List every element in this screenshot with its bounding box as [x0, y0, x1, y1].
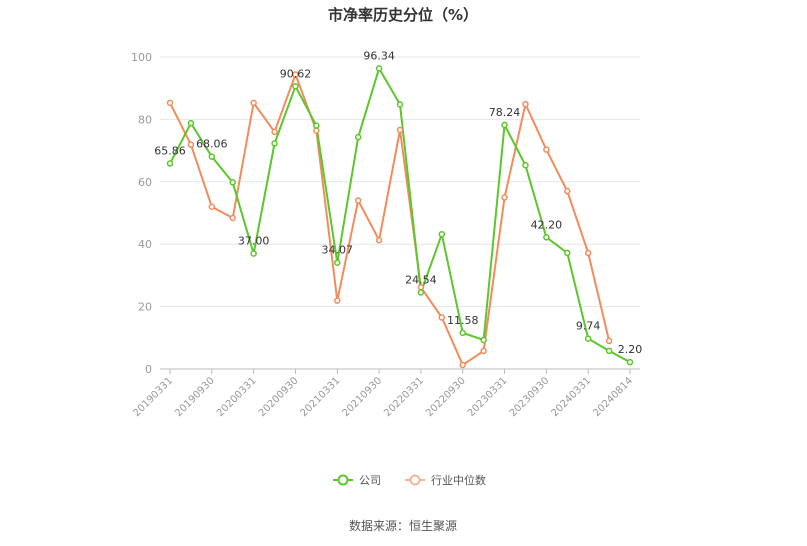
x-tick-label: 20240331 — [550, 375, 594, 419]
data-point — [543, 234, 550, 241]
y-tick-label: 0 — [145, 363, 152, 376]
data-point — [292, 71, 299, 78]
data-point — [271, 128, 278, 136]
data-label: 9.74 — [576, 320, 601, 333]
data-point — [501, 194, 508, 201]
legend-label: 行业中位数 — [431, 473, 486, 487]
data-point — [564, 249, 571, 257]
data-label: 42.20 — [531, 218, 563, 231]
data-point — [584, 249, 592, 257]
legend-item-公司[interactable]: 公司 — [333, 474, 381, 487]
y-tick-label: 80 — [138, 113, 152, 126]
x-tick-label: 20190930 — [173, 375, 217, 419]
x-tick-label: 20220930 — [424, 375, 468, 419]
data-point — [584, 335, 592, 342]
data-point — [334, 297, 341, 304]
legend-label: 公司 — [359, 474, 381, 487]
data-label: 37.00 — [238, 235, 270, 248]
data-point — [250, 99, 257, 107]
data-point — [626, 358, 634, 366]
data-point — [229, 179, 236, 186]
data-point — [313, 122, 320, 129]
x-axis: 2019033120190930202003312020093020210331… — [131, 369, 635, 419]
data-point — [208, 203, 216, 211]
data-point — [417, 289, 425, 296]
data-label: 11.58 — [447, 314, 479, 327]
data-label: 78.24 — [489, 106, 521, 119]
legend-item-行业中位数[interactable]: 行业中位数 — [405, 473, 486, 487]
series-points — [166, 65, 634, 369]
data-point — [354, 133, 362, 141]
data-label: 96.34 — [363, 49, 395, 62]
data-point — [166, 99, 174, 107]
data-point — [229, 214, 236, 222]
x-tick-label: 20200930 — [257, 375, 301, 419]
data-point — [459, 361, 466, 369]
x-tick-label: 20220331 — [382, 375, 426, 419]
chart-title: 市净率历史分位（%） — [328, 6, 478, 24]
x-tick-label: 20210930 — [340, 375, 384, 419]
series-line-行业中位数 — [169, 71, 611, 367]
data-point — [187, 141, 195, 148]
data-point — [543, 146, 550, 153]
x-tick-label: 20230331 — [466, 375, 510, 419]
y-tick-label: 100 — [131, 51, 152, 64]
data-point — [564, 187, 571, 195]
y-tick-label: 20 — [138, 301, 152, 314]
data-label: 68.06 — [196, 138, 228, 151]
data-label: 24.54 — [405, 273, 437, 286]
x-tick-label: 20190331 — [131, 375, 175, 419]
data-labels: 65.86 68.06 37.00 90.62 34.07 96.34 24.54 11.58… — [154, 49, 642, 356]
data-point — [605, 337, 613, 345]
data-point — [480, 347, 487, 355]
data-point — [522, 100, 529, 108]
data-point — [334, 259, 341, 266]
data-point — [375, 65, 383, 72]
data-point — [187, 119, 195, 127]
x-tick-label: 20210331 — [299, 375, 343, 419]
data-label: 65.86 — [154, 145, 186, 158]
legend[interactable]: 公司 行业中位数 — [333, 473, 486, 487]
legend-marker — [409, 474, 421, 486]
x-tick-label: 20230930 — [508, 375, 552, 419]
series-line-公司 — [169, 65, 631, 364]
data-point — [459, 329, 466, 337]
data-label: 90.62 — [280, 67, 312, 80]
data-point — [438, 314, 446, 321]
data-point — [396, 101, 404, 108]
data-label: 34.07 — [322, 244, 354, 257]
y-axis: 0 20 40 60 80 100 — [131, 51, 152, 376]
data-label: 2.20 — [618, 343, 643, 356]
data-point — [292, 83, 299, 90]
data-point — [354, 197, 362, 204]
data-point — [438, 230, 446, 238]
data-point — [396, 126, 404, 134]
x-tick-label: 20240814 — [591, 375, 635, 419]
data-point — [208, 153, 216, 160]
data-point — [605, 347, 613, 355]
data-point — [522, 162, 529, 169]
series-lines — [169, 65, 631, 367]
data-point — [250, 250, 257, 257]
data-point — [166, 160, 174, 167]
y-tick-label: 40 — [138, 238, 152, 251]
x-tick-label: 20200331 — [215, 375, 259, 419]
data-point — [480, 336, 487, 344]
y-tick-label: 60 — [138, 176, 152, 189]
data-point — [375, 236, 383, 244]
source-note: 数据来源：恒生聚源 — [349, 518, 457, 533]
legend-marker — [337, 474, 349, 486]
data-point — [501, 121, 508, 129]
data-point — [271, 140, 278, 147]
